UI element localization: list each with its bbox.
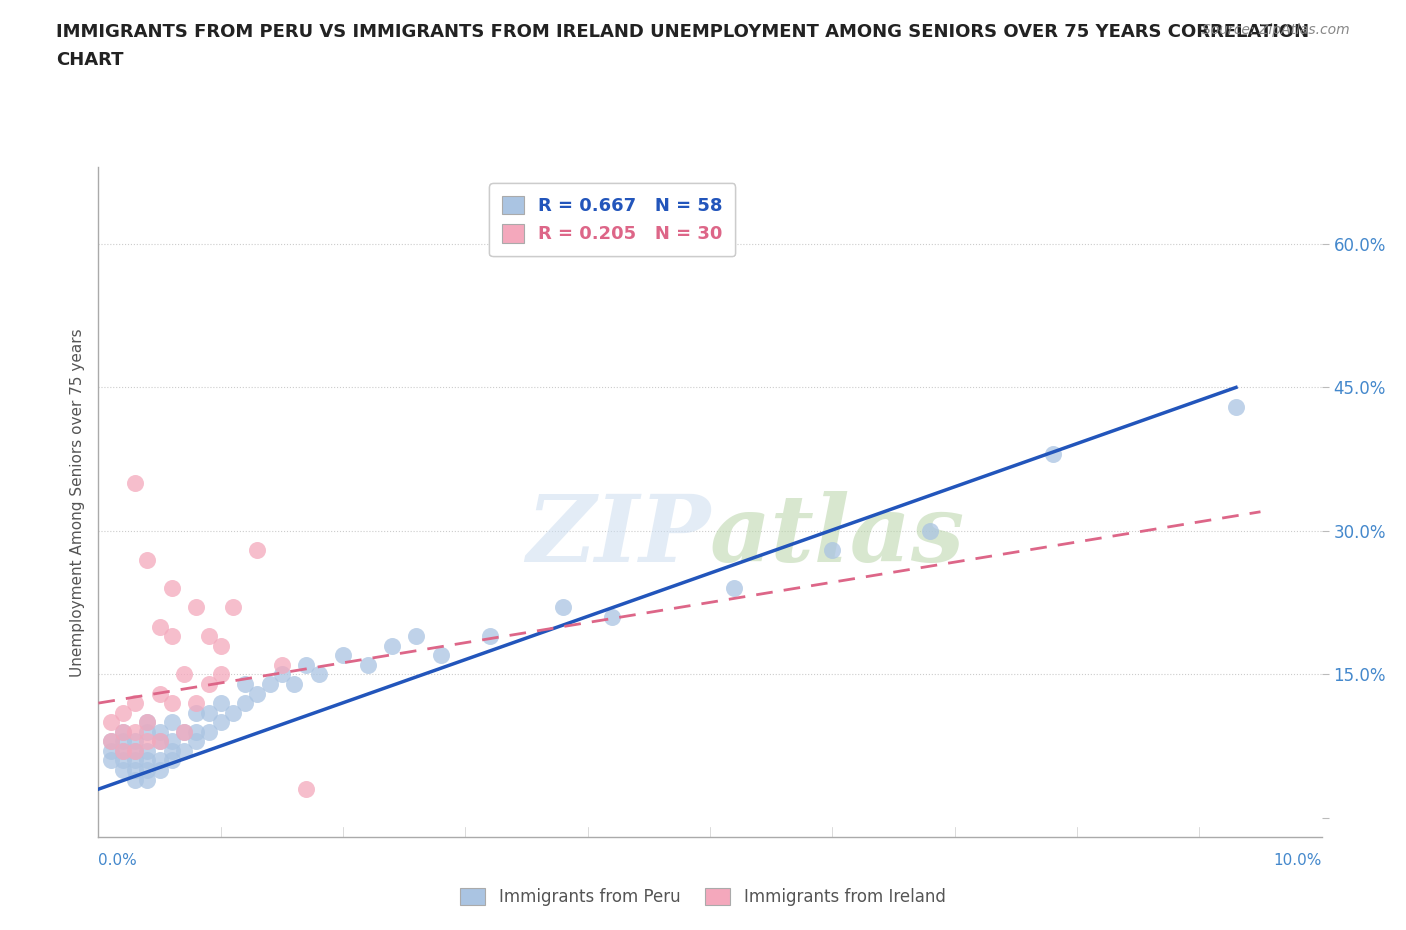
Text: ZIP: ZIP: [526, 491, 710, 580]
Point: [136, 772, 159, 787]
Point: [197, 629, 219, 644]
Point: [821, 542, 844, 557]
Point: [1225, 399, 1247, 414]
Point: [259, 676, 281, 691]
Point: [124, 724, 146, 739]
Legend: Immigrants from Peru, Immigrants from Ireland: Immigrants from Peru, Immigrants from Ir…: [454, 881, 952, 912]
Point: [246, 686, 269, 701]
Point: [111, 734, 134, 749]
Y-axis label: Unemployment Among Seniors over 75 years: Unemployment Among Seniors over 75 years: [70, 328, 86, 676]
Point: [1042, 447, 1064, 462]
Point: [124, 475, 146, 490]
Point: [136, 724, 159, 739]
Point: [100, 734, 122, 749]
Point: [173, 724, 195, 739]
Point: [111, 724, 134, 739]
Point: [124, 772, 146, 787]
Point: [124, 753, 146, 768]
Point: [124, 743, 146, 758]
Point: [149, 724, 172, 739]
Point: [553, 600, 575, 615]
Point: [136, 715, 159, 730]
Point: [173, 667, 195, 682]
Point: [160, 696, 183, 711]
Point: [160, 734, 183, 749]
Point: [222, 705, 245, 720]
Point: [100, 743, 122, 758]
Point: [111, 753, 134, 768]
Point: [136, 552, 159, 567]
Point: [100, 753, 122, 768]
Point: [173, 743, 195, 758]
Text: CHART: CHART: [56, 51, 124, 69]
Point: [100, 734, 122, 749]
Point: [920, 524, 942, 538]
Point: [197, 724, 219, 739]
Point: [136, 734, 159, 749]
Point: [149, 686, 172, 701]
Point: [723, 581, 745, 596]
Point: [270, 667, 292, 682]
Point: [197, 676, 219, 691]
Point: [149, 734, 172, 749]
Point: [136, 743, 159, 758]
Point: [381, 638, 404, 653]
Point: [233, 676, 256, 691]
Point: [430, 648, 453, 663]
Point: [209, 696, 232, 711]
Point: [160, 715, 183, 730]
Point: [149, 734, 172, 749]
Point: [160, 743, 183, 758]
Point: [160, 629, 183, 644]
Point: [111, 724, 134, 739]
Point: [124, 696, 146, 711]
Point: [222, 600, 245, 615]
Point: [295, 782, 318, 797]
Point: [246, 542, 269, 557]
Point: [160, 753, 183, 768]
Point: [136, 753, 159, 768]
Text: atlas: atlas: [710, 491, 966, 580]
Legend: R = 0.667   N = 58, R = 0.205   N = 30: R = 0.667 N = 58, R = 0.205 N = 30: [489, 183, 735, 256]
Point: [209, 667, 232, 682]
Point: [111, 743, 134, 758]
Point: [209, 638, 232, 653]
Text: IMMIGRANTS FROM PERU VS IMMIGRANTS FROM IRELAND UNEMPLOYMENT AMONG SENIORS OVER : IMMIGRANTS FROM PERU VS IMMIGRANTS FROM …: [56, 23, 1309, 41]
Point: [124, 743, 146, 758]
Point: [600, 609, 623, 624]
Point: [173, 724, 195, 739]
Point: [270, 658, 292, 672]
Point: [100, 715, 122, 730]
Text: 10.0%: 10.0%: [1274, 853, 1322, 868]
Point: [149, 619, 172, 634]
Point: [283, 676, 305, 691]
Point: [136, 763, 159, 777]
Point: [111, 763, 134, 777]
Point: [233, 696, 256, 711]
Point: [111, 743, 134, 758]
Point: [124, 763, 146, 777]
Point: [149, 763, 172, 777]
Point: [478, 629, 501, 644]
Point: [308, 667, 330, 682]
Point: [149, 753, 172, 768]
Point: [186, 705, 208, 720]
Point: [186, 600, 208, 615]
Point: [356, 658, 378, 672]
Point: [209, 715, 232, 730]
Point: [197, 705, 219, 720]
Point: [124, 734, 146, 749]
Point: [136, 715, 159, 730]
Point: [405, 629, 427, 644]
Point: [186, 734, 208, 749]
Point: [186, 724, 208, 739]
Point: [111, 705, 134, 720]
Point: [332, 648, 354, 663]
Text: 0.0%: 0.0%: [98, 853, 138, 868]
Point: [295, 658, 318, 672]
Point: [160, 581, 183, 596]
Text: Source: ZipAtlas.com: Source: ZipAtlas.com: [1202, 23, 1350, 37]
Point: [186, 696, 208, 711]
